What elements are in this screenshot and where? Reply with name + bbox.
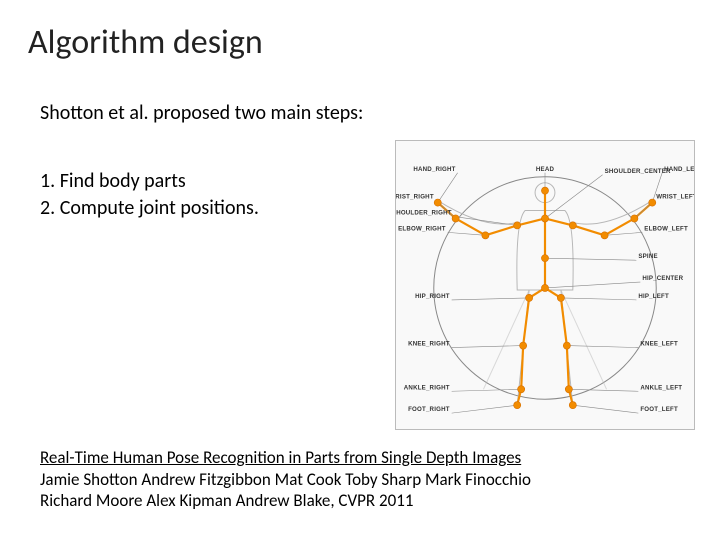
citation-authors-2: Richard Moore Alex Kipman Andrew Blake, … bbox=[40, 490, 531, 512]
citation: Real-Time Human Pose Recognition in Part… bbox=[40, 447, 531, 512]
svg-text:HIP_LEFT: HIP_LEFT bbox=[638, 293, 669, 300]
svg-text:WRIST_RIGHT: WRIST_RIGHT bbox=[396, 194, 434, 201]
svg-text:HAND_RIGHT: HAND_RIGHT bbox=[413, 166, 455, 173]
steps-list: 1. Find body parts 2. Compute joint posi… bbox=[40, 168, 259, 222]
svg-text:SPINE: SPINE bbox=[638, 253, 657, 260]
step-1: 1. Find body parts bbox=[40, 168, 259, 195]
body-joints-figure: HEAD SHOULDER_CENTER SHOULDER_RIGHT ELBOW_R… bbox=[395, 140, 695, 430]
slide-title: Algorithm design bbox=[28, 22, 263, 63]
intro-text: Shotton et al. proposed two main steps: bbox=[40, 100, 363, 127]
svg-text:KNEE_RIGHT: KNEE_RIGHT bbox=[408, 341, 450, 348]
svg-text:HIP_CENTER: HIP_CENTER bbox=[642, 275, 683, 282]
svg-text:HIP_RIGHT: HIP_RIGHT bbox=[415, 293, 450, 300]
svg-text:WRIST_LEFT: WRIST_LEFT bbox=[656, 194, 694, 201]
slide: Algorithm design Shotton et al. proposed… bbox=[0, 0, 720, 540]
svg-text:FOOT_LEFT: FOOT_LEFT bbox=[640, 406, 678, 413]
svg-text:HAND_LEFT: HAND_LEFT bbox=[664, 166, 694, 173]
step-2: 2. Compute joint positions. bbox=[40, 195, 259, 222]
svg-text:ELBOW_LEFT: ELBOW_LEFT bbox=[644, 225, 688, 232]
svg-text:ANKLE_LEFT: ANKLE_LEFT bbox=[640, 384, 682, 391]
svg-text:FOOT_RIGHT: FOOT_RIGHT bbox=[408, 406, 450, 413]
svg-text:ELBOW_RIGHT: ELBOW_RIGHT bbox=[398, 225, 446, 232]
svg-text:SHOULDER_RIGHT: SHOULDER_RIGHT bbox=[396, 209, 452, 216]
skeleton-diagram: HEAD SHOULDER_CENTER SHOULDER_RIGHT ELBOW_R… bbox=[396, 141, 694, 429]
svg-text:SHOULDER_CENTER: SHOULDER_CENTER bbox=[605, 168, 671, 175]
citation-title: Real-Time Human Pose Recognition in Part… bbox=[40, 447, 531, 469]
citation-authors-1: Jamie Shotton Andrew Fitzgibbon Mat Cook… bbox=[40, 469, 531, 491]
svg-text:HEAD: HEAD bbox=[536, 166, 555, 173]
svg-text:ANKLE_RIGHT: ANKLE_RIGHT bbox=[404, 384, 450, 391]
svg-text:KNEE_LEFT: KNEE_LEFT bbox=[640, 341, 678, 348]
